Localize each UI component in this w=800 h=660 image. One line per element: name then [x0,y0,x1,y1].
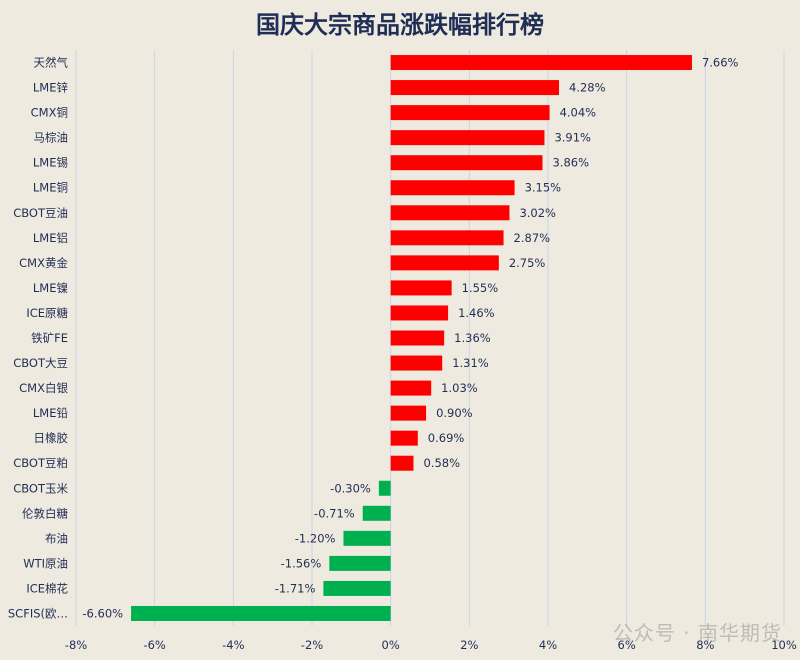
data-label: 1.36% [454,331,491,345]
category-label: 马棕油 [34,131,69,145]
labels: 天然气 7.66% LME锌 4.28% CMX铜 4.04% 马棕油 3.91% LME锡 3.… [8,56,739,621]
category-label: 天然气 [34,56,69,70]
x-axis-ticks: -8% -6% -4% -2% 0% 2% 4% 6% 8% 10% [65,638,797,652]
data-label: -1.71% [275,581,316,595]
data-label: 1.55% [462,281,499,295]
data-label: 3.15% [525,181,562,195]
category-label: SCFIS(欧… [8,606,68,620]
x-tick-label: -2% [301,638,323,652]
bar [329,555,391,571]
x-tick-label: 4% [539,638,557,652]
data-label: -1.56% [281,556,322,570]
bar [390,155,543,171]
category-label: 伦敦白糖 [22,506,68,520]
data-label: 0.58% [423,456,460,470]
category-label: LME锌 [33,81,69,95]
category-label: LME铅 [33,406,69,420]
bar [390,355,443,371]
category-label: ICE棉花 [26,581,68,595]
data-label: 0.69% [428,431,465,445]
data-label: 3.91% [554,131,591,145]
x-tick-label: 10% [771,638,797,652]
x-tick-label: -6% [143,638,165,652]
chart-title: 国庆大宗商品涨跌幅排行榜 [256,10,544,39]
bar [390,380,432,396]
bar [343,530,391,546]
category-label: CMX黄金 [19,256,68,270]
category-label: 日橡胶 [34,431,69,445]
bar [390,205,510,221]
x-tick-label: -4% [222,638,244,652]
bars [131,55,692,621]
bar [390,455,414,471]
category-label: CBOT玉米 [13,481,68,495]
watermark: 公众号 · 南华期货 [612,621,782,645]
bar [390,330,445,346]
data-label: 3.86% [552,156,589,170]
data-label: 3.02% [519,206,556,220]
category-label: CMX铜 [31,106,68,120]
bar [390,180,515,196]
category-label: CBOT大豆 [13,356,68,370]
data-label: 4.04% [560,106,597,120]
x-tick-label: 2% [460,638,478,652]
x-tick-label: 8% [696,638,714,652]
bar [390,230,504,246]
data-label: 7.66% [702,56,739,70]
x-tick-label: -8% [65,638,87,652]
bar [390,80,560,96]
category-label: 布油 [45,531,68,545]
data-label: 1.46% [458,306,495,320]
bar [390,305,449,321]
category-label: WTI原油 [23,556,68,570]
data-label: -0.30% [330,481,371,495]
data-label: 2.75% [509,256,546,270]
bar [390,430,418,446]
data-label: -1.20% [295,531,336,545]
bar [390,105,550,121]
data-label: 4.28% [569,81,606,95]
category-label: ICE原糖 [26,306,68,320]
category-label: LME镍 [33,281,68,295]
bar [323,580,391,596]
category-label: LME铜 [33,181,68,195]
category-label: 铁矿FE [31,331,68,345]
data-label: 2.87% [514,231,551,245]
x-tick-label: 6% [618,638,636,652]
bar [378,480,391,496]
bar [390,255,499,271]
category-label: CBOT豆油 [13,206,68,220]
data-label: -0.71% [314,506,355,520]
bar [362,505,391,521]
data-label: 1.31% [452,356,489,370]
bar [390,405,427,421]
data-label: 0.90% [436,406,473,420]
bar [131,605,391,621]
data-label: -6.60% [82,606,123,620]
bar [390,280,452,296]
category-label: LME锡 [33,156,68,170]
data-label: 1.03% [441,381,478,395]
category-label: CBOT豆粕 [13,456,68,470]
x-tick-label: 0% [382,638,400,652]
category-label: CMX白银 [19,381,68,395]
category-label: LME铝 [33,231,68,245]
bar [390,130,545,146]
bar [390,55,692,71]
